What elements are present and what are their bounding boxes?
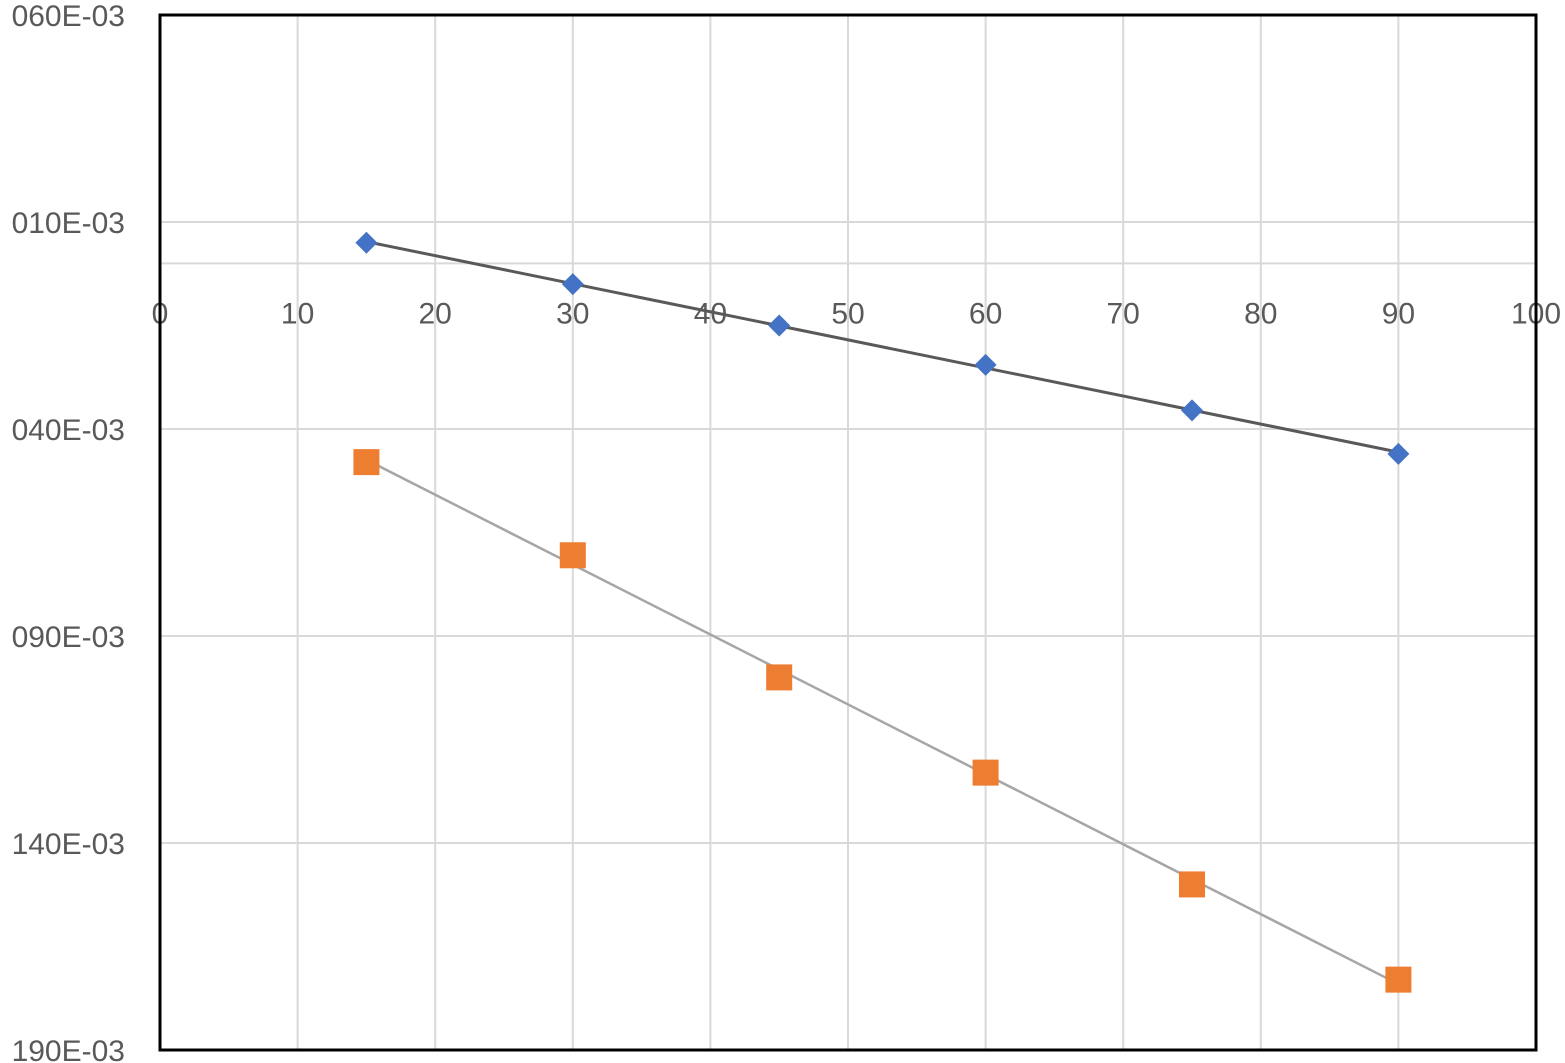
y-tick-label: 060E-03 bbox=[12, 0, 125, 33]
series-2-point bbox=[1179, 871, 1205, 898]
y-tick-label: 140E-03 bbox=[12, 828, 125, 861]
x-tick-label: 40 bbox=[694, 297, 727, 330]
x-tick-label: 30 bbox=[556, 297, 589, 330]
x-tick-label: 10 bbox=[281, 297, 314, 330]
series-1-trendline bbox=[366, 240, 1399, 454]
x-tick-label: 20 bbox=[419, 297, 452, 330]
series-2-point bbox=[1385, 966, 1412, 993]
gridlines bbox=[159, 14, 1537, 1051]
series-2-point bbox=[972, 759, 999, 786]
y-tick-labels: 060E-03 010E-03 040E-03 090E-03 140E-03 190E-… bbox=[12, 0, 125, 1063]
data-markers bbox=[353, 231, 1412, 993]
plot-frame bbox=[158, 13, 1538, 1052]
series-2-point bbox=[559, 542, 586, 569]
trendlines bbox=[365, 240, 1399, 986]
series-1-point bbox=[768, 314, 791, 337]
series-1-point bbox=[1387, 442, 1410, 465]
x-tick-label: 90 bbox=[1382, 297, 1415, 330]
y-tick-label: 010E-03 bbox=[12, 207, 125, 240]
x-tick-label: 70 bbox=[1107, 297, 1140, 330]
y-tick-label: 090E-03 bbox=[12, 621, 125, 654]
x-tick-labels: 0 10 20 30 40 50 60 70 80 90 100 bbox=[152, 297, 1561, 330]
x-tick-label: 80 bbox=[1244, 297, 1277, 330]
series-2-trendline bbox=[365, 458, 1399, 986]
y-tick-label: 190E-03 bbox=[12, 1035, 125, 1063]
x-tick-label: 60 bbox=[969, 297, 1002, 330]
series-1-point bbox=[561, 273, 584, 296]
x-tick-label: 50 bbox=[831, 297, 864, 330]
series-1-point bbox=[1181, 399, 1203, 422]
series-1-point bbox=[974, 353, 997, 376]
series-2-point bbox=[353, 449, 380, 476]
series-1-point bbox=[355, 231, 378, 254]
y-tick-label: 040E-03 bbox=[12, 414, 125, 447]
series-2-point bbox=[766, 664, 793, 691]
